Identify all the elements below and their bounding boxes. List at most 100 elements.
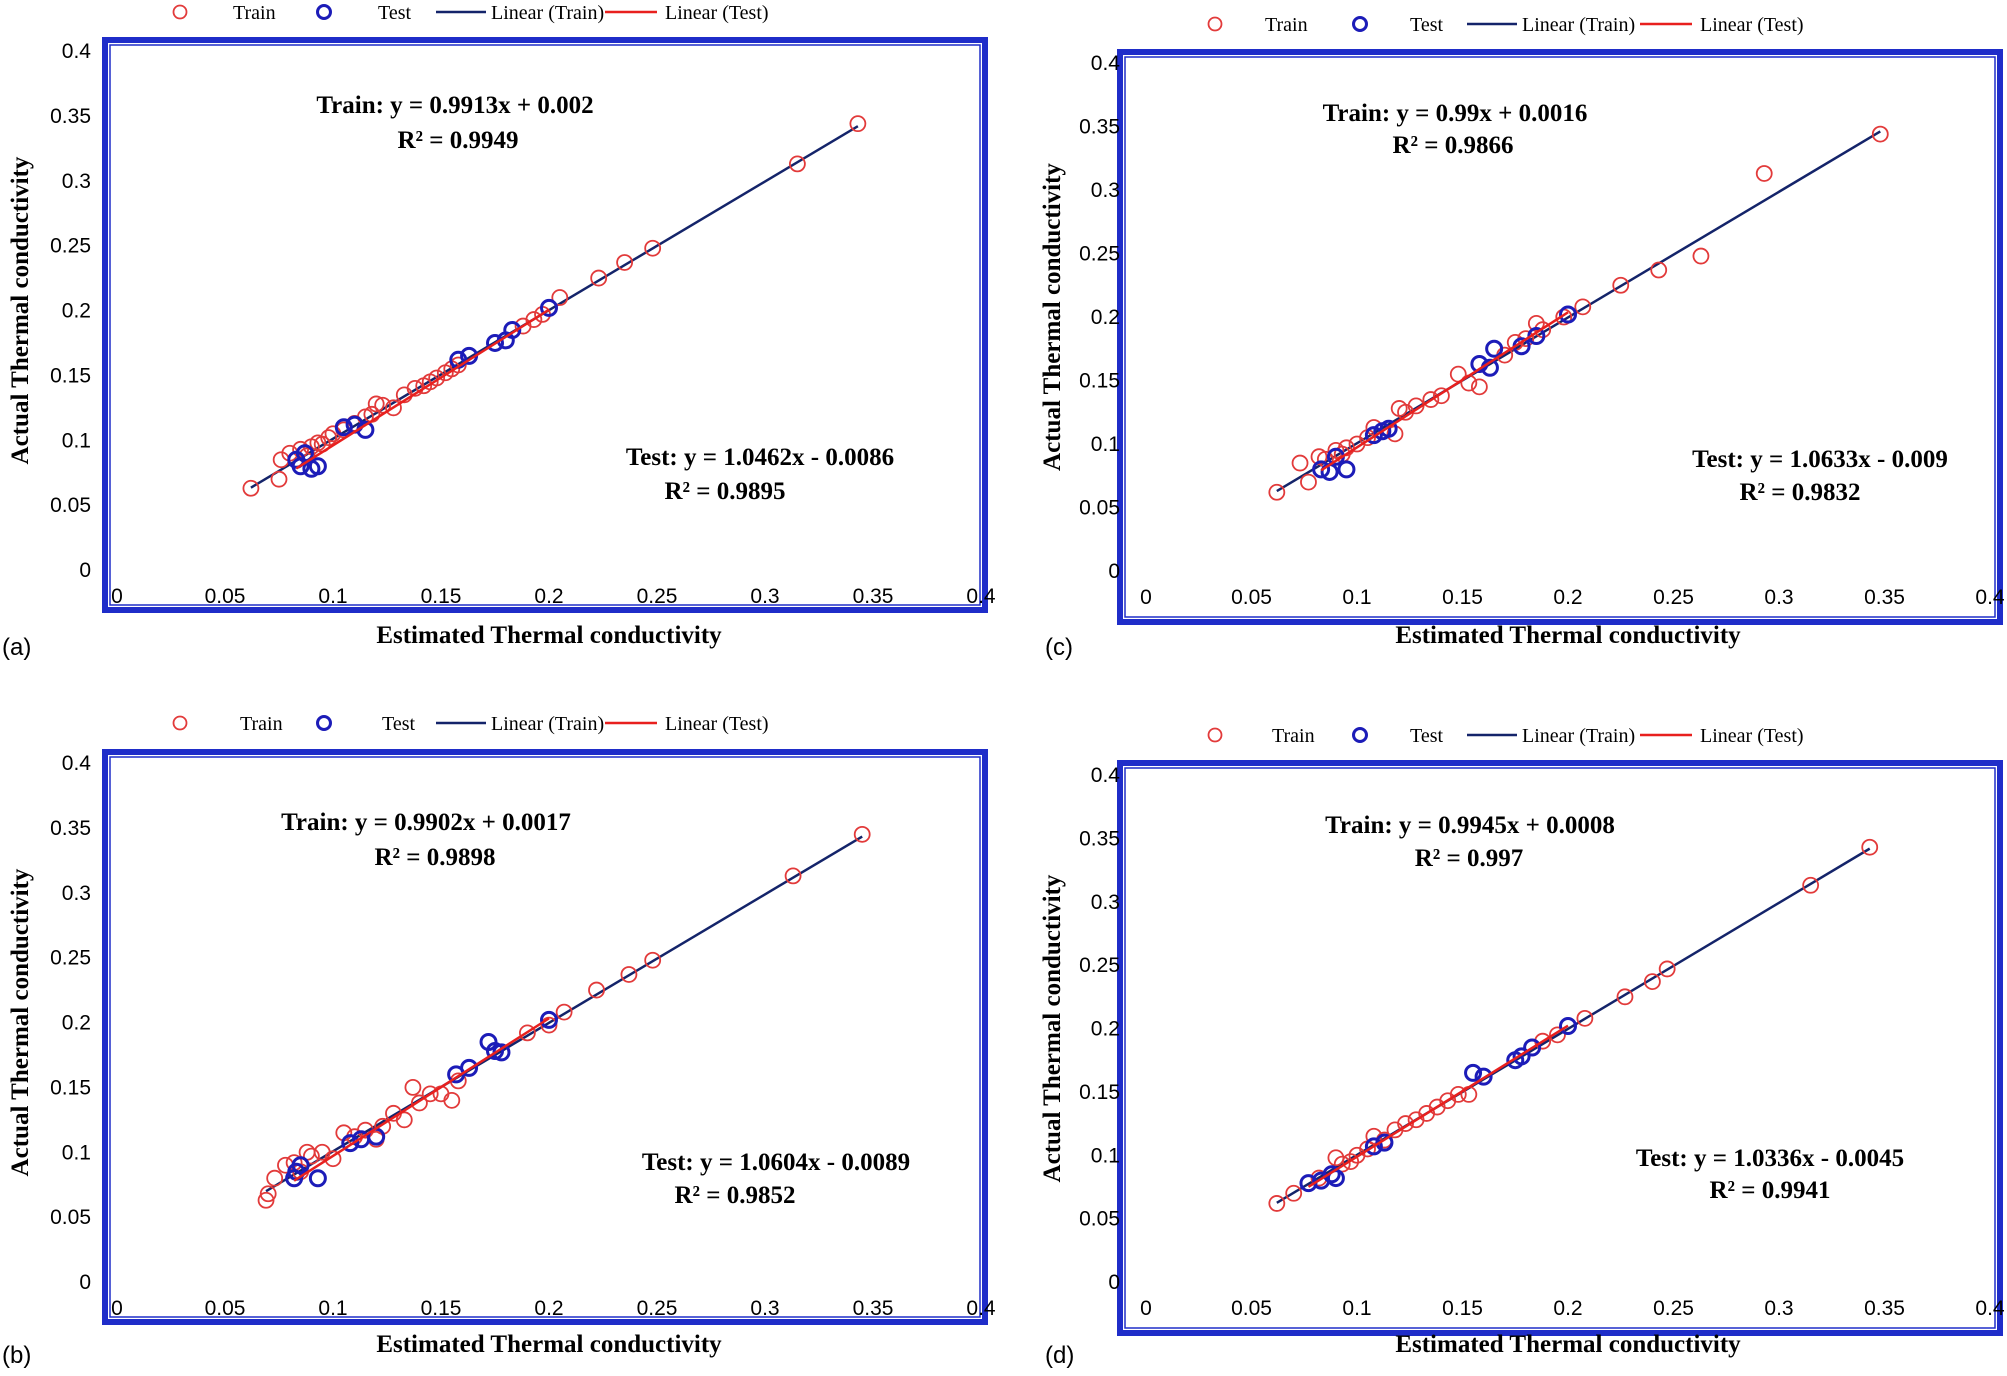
y-tick-label: 0.2	[1091, 306, 1120, 329]
y-tick-label: 0.05	[1079, 497, 1120, 520]
legend-train-label: Train	[233, 2, 276, 24]
y-tick-label: 0.15	[50, 1076, 91, 1099]
train-point	[385, 399, 402, 417]
y-tick-label: 0.3	[62, 882, 91, 905]
train-r2: R² = 0.9898	[374, 844, 495, 871]
test-point	[1375, 1133, 1394, 1152]
plot-frame-outer	[1117, 760, 2003, 1336]
x-tick-label: 0.4	[1975, 586, 2005, 609]
train-point	[590, 269, 608, 287]
y-tick-label: 0.2	[62, 1012, 91, 1035]
x-tick-label: 0	[1140, 1297, 1152, 1320]
y-tick-label: 0.05	[1079, 1208, 1120, 1231]
y-tick-label: 0.25	[1079, 243, 1120, 266]
y-tick-label: 0.2	[62, 300, 91, 323]
y-tick-label: 0.15	[1079, 370, 1120, 393]
legend-train-marker	[172, 715, 188, 731]
legend-linear-test-label: Linear (Test)	[665, 2, 769, 24]
train-equation: Train: y = 0.9945x + 0.0008	[1325, 812, 1615, 839]
x-tick-label: 0.4	[966, 1297, 996, 1320]
y-tick-label: 0.4	[62, 40, 92, 63]
x-tick-label: 0.05	[205, 1297, 246, 1320]
y-tick-label: 0.05	[50, 1206, 91, 1229]
x-tick-label: 0.05	[1231, 586, 1272, 609]
test-point	[1322, 1165, 1341, 1184]
y-tick-label: 0.1	[62, 1141, 91, 1164]
legend-test-label: Test	[378, 2, 411, 24]
train-point	[266, 1169, 284, 1187]
y-tick-label: 0.3	[1091, 891, 1120, 914]
legend-train-marker	[1207, 16, 1223, 32]
y-axis-label: Actual Thermal conductivity	[1039, 874, 1066, 1182]
panel-label: (d)	[1045, 1342, 1074, 1369]
test-r2: R² = 0.9832	[1739, 479, 1860, 506]
train-point	[1612, 276, 1630, 294]
test-fit-line	[293, 1017, 550, 1182]
y-axis-label: Actual Thermal conductivity	[1039, 163, 1066, 471]
x-tick-label: 0.35	[853, 585, 894, 608]
test-point	[486, 333, 504, 352]
train-point	[324, 1150, 342, 1168]
test-point	[1364, 1137, 1383, 1156]
train-point	[588, 981, 605, 999]
x-tick-label: 0.15	[421, 1297, 462, 1320]
plot-frame-inner	[109, 756, 981, 1318]
train-point	[555, 1003, 573, 1021]
train-point	[540, 1016, 558, 1034]
plot-frame-inner	[1124, 767, 1996, 1329]
y-axis-label: Actual Thermal conductivity	[7, 156, 34, 464]
x-tick-label: 0.4	[1975, 1297, 2005, 1320]
train-r2: R² = 0.9949	[397, 127, 518, 154]
x-tick-label: 0.25	[1653, 586, 1694, 609]
train-point	[1644, 973, 1661, 991]
train-point	[644, 239, 662, 257]
x-axis-label: Estimated Thermal conductivity	[1395, 1331, 1741, 1358]
legend-test-marker	[1352, 727, 1368, 743]
train-r2: R² = 0.997	[1415, 845, 1524, 872]
test-equation: Test: y = 1.0462x - 0.0086	[626, 444, 894, 471]
train-point	[1755, 165, 1773, 182]
train-equation: Train: y = 0.9913x + 0.002	[316, 92, 593, 119]
x-axis-label: Estimated Thermal conductivity	[376, 1331, 722, 1358]
train-equation: Train: y = 0.99x + 0.0016	[1323, 100, 1588, 127]
test-point	[1474, 1067, 1493, 1086]
test-equation: Test: y = 1.0633x - 0.009	[1692, 446, 1948, 473]
x-tick-label: 0.25	[637, 1297, 678, 1320]
train-point	[449, 356, 467, 374]
train-point	[320, 429, 338, 447]
y-tick-label: 0.1	[1091, 433, 1120, 456]
legend-linear-train-label: Linear (Train)	[491, 2, 604, 24]
x-tick-label: 0.3	[1764, 1297, 1793, 1320]
x-tick-label: 0.15	[1442, 1297, 1483, 1320]
x-tick-label: 0.25	[637, 585, 678, 608]
train-point	[257, 1191, 275, 1209]
x-tick-label: 0.2	[534, 1297, 563, 1320]
test-point	[1464, 1063, 1483, 1082]
train-point	[428, 369, 446, 387]
train-point	[242, 479, 260, 497]
train-point	[1527, 314, 1545, 332]
y-tick-label: 0	[1108, 1271, 1120, 1294]
test-point	[291, 1156, 310, 1175]
panel-label: (a)	[2, 634, 31, 661]
y-tick-label: 0.05	[50, 494, 91, 517]
x-tick-label: 0.2	[1553, 1297, 1582, 1320]
test-point	[1559, 1016, 1577, 1035]
train-point	[404, 1078, 422, 1096]
panel-label: (c)	[1045, 634, 1073, 661]
x-tick-label: 0.35	[1864, 586, 1905, 609]
x-tick-label: 0.15	[1442, 586, 1483, 609]
test-fit-line	[1307, 1024, 1569, 1188]
train-point	[395, 1111, 413, 1129]
test-point	[1337, 460, 1356, 479]
y-tick-label: 0.1	[1091, 1144, 1120, 1167]
plot-frame-outer	[102, 37, 988, 613]
train-point	[1300, 473, 1317, 491]
legend-linear-train-label: Linear (Train)	[1522, 725, 1635, 747]
train-point	[644, 951, 662, 969]
test-point	[295, 444, 314, 463]
test-r2: R² = 0.9941	[1709, 1177, 1830, 1204]
plot-frame-inner	[109, 44, 981, 606]
train-point	[1397, 1115, 1414, 1132]
